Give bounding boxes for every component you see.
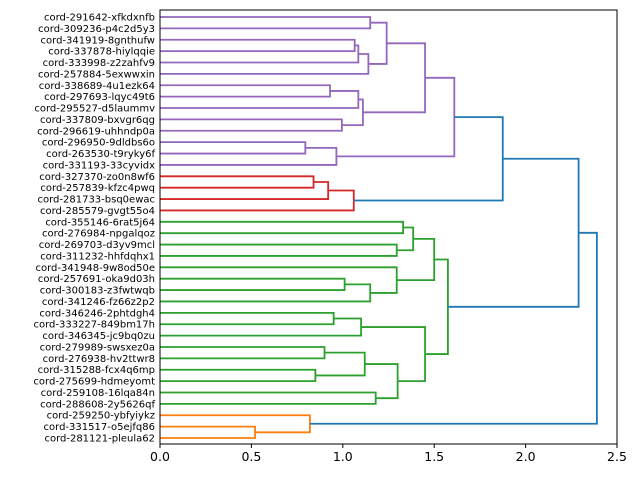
leaf-label: cord-300183-z3fwtwqb [40,286,155,297]
leaf-label: cord-338689-4u1ezk64 [39,81,155,92]
leaf-label: cord-337878-hiylqqie [48,47,155,58]
dendrogram-link-M36 [309,231,598,425]
leaf-label: cord-295527-d5laummv [34,104,155,115]
leaf-label: cord-311232-hhfdqhx1 [40,251,155,262]
leaf-label: cord-309236-p4c2d5y3 [38,24,155,35]
leaf-label: cord-296619-uhhndp0a [37,126,155,137]
leaf-label: cord-281121-pleula62 [44,434,155,445]
leaf-label: cord-276984-npgalqoz [42,229,155,240]
leaf-label: cord-341246-fz66z2p2 [42,297,155,308]
leaf-label: cord-263530-t9ryky6f [46,149,155,160]
leaf-label: cord-346345-jc9bq0zu [42,331,155,342]
leaf-label: cord-346246-2phtdgh4 [39,308,155,319]
leaf-label: cord-257839-kfzc4pwq [40,183,155,194]
leaf-label: cord-259108-16lqa84n [41,388,155,399]
leaf-label: cord-257884-5exwwxin [38,69,155,80]
leaf-label: cord-331193-33cyvidx [43,160,155,171]
leaf-label: cord-259250-ybfyiykz [47,411,155,422]
x-tick-label: 0.0 [150,449,170,464]
x-tick-label: 2.5 [607,449,627,464]
leaf-label: cord-315288-fcx4q6mp [38,365,155,376]
leaf-label: cord-276938-hv2ttwr8 [43,354,155,365]
leaf-label: cord-291642-xfkdxnfb [44,13,155,24]
leaf-label: cord-355146-6rat5j64 [45,217,155,228]
leaf-label: cord-341948-9w8od50e [35,263,155,274]
x-tick-label: 1.5 [424,449,444,464]
x-tick-label: 2.0 [516,449,536,464]
leaf-label: cord-257691-oka9d03h [38,274,155,285]
leaf-label: cord-279989-swsxez0a [40,342,155,353]
leaf-label: cord-269703-d3yv9mcl [39,240,155,251]
leaf-label: cord-285579-gvgt55o4 [40,206,155,217]
leaf-label: cord-331517-o5ejfq86 [44,422,155,433]
leaf-label: cord-275699-hdmeyomt [33,377,155,388]
leaf-label: cord-341919-8gnthufw [41,35,155,46]
leaf-label: cord-297693-lqyc49t6 [44,92,155,103]
leaf-label: cord-337809-bxvgr6qg [40,115,155,126]
leaf-label: cord-333227-849bm17h [33,320,155,331]
x-tick-label: 1.0 [333,449,353,464]
leaf-label: cord-288608-2y5626qf [40,399,155,410]
plot-border [159,9,618,445]
leaf-label: cord-333998-z2zahfv9 [43,58,155,69]
leaf-label: cord-327370-zo0n8wf6 [39,172,155,183]
x-tick-label: 0.5 [241,449,261,464]
leaf-label: cord-281733-bsq0ewac [37,195,155,206]
leaf-label: cord-296950-9dldbs6o [42,138,155,149]
